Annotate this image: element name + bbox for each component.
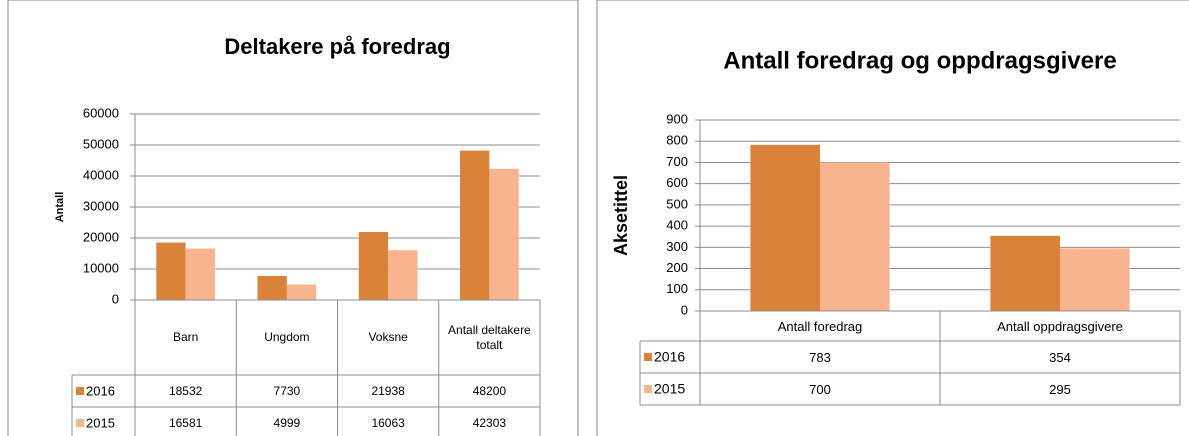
table-value-box: 700	[809, 381, 831, 397]
table-value-box: 48200	[472, 383, 507, 398]
category-label-box: Antall oppdragsgivere	[997, 318, 1123, 334]
y-tick-label: 100	[666, 281, 688, 296]
bar	[750, 144, 820, 311]
category-label: Antall foredrag	[777, 318, 863, 334]
table-value-box: 42303	[472, 415, 507, 430]
table-value: 354	[1049, 349, 1071, 365]
bar	[185, 248, 215, 300]
y-tick-label: 300	[666, 239, 688, 254]
table-value-box: 21938	[371, 383, 405, 398]
y-tick-label: 600	[666, 175, 688, 190]
category-label: Voksne	[368, 330, 408, 344]
chart-frame	[596, 0, 1189, 436]
bar	[388, 250, 418, 300]
y-tick-label: 30000	[83, 198, 119, 213]
y-axis-label: Antall	[54, 192, 66, 223]
table-value-box: 18532	[168, 383, 203, 398]
bar	[257, 276, 287, 300]
table-value: 700	[809, 381, 831, 397]
y-tick-label: 500	[666, 196, 688, 211]
category-label-box: Antall deltakere totalt	[448, 322, 531, 352]
table-value-box: 4999	[273, 415, 301, 430]
y-tick-label: 40000	[83, 167, 119, 182]
category-label: Antall oppdragsgivere	[997, 318, 1123, 334]
y-tick-label: 400	[666, 218, 688, 233]
table-value-box: 354	[1049, 349, 1071, 365]
table-value: 295	[1049, 381, 1071, 397]
bar	[460, 150, 490, 300]
category-label: Barn	[172, 330, 199, 344]
legend-label: 2015	[86, 415, 115, 430]
legend-key	[76, 419, 84, 427]
table-value: 48200	[472, 383, 507, 398]
y-tick-label: 50000	[83, 136, 119, 151]
table-value: 16581	[168, 415, 203, 430]
legend-label: 2015	[654, 381, 685, 397]
bar	[990, 235, 1060, 311]
legend-key	[644, 385, 652, 393]
chart-title: Deltakere på foredrag	[224, 34, 450, 59]
bar	[1060, 248, 1130, 311]
bar	[820, 162, 890, 311]
bar	[156, 242, 186, 300]
y-tick-label: 200	[666, 260, 688, 275]
category-label-box: Voksne	[368, 330, 408, 344]
table-value-box: 7730	[273, 383, 301, 398]
y-tick-label: 0	[112, 291, 119, 306]
category-label-box: Barn	[172, 330, 199, 344]
chart-title: Antall foredrag og oppdragsgivere	[723, 47, 1116, 74]
y-tick-label: 60000	[83, 105, 119, 120]
table-value: 42303	[472, 415, 507, 430]
y-axis-label: Aksetittel	[611, 175, 631, 256]
table-value: 7730	[273, 383, 301, 398]
table-value-box: 16581	[168, 415, 203, 430]
y-tick-label: 800	[666, 133, 688, 148]
legend-key	[76, 387, 84, 395]
legend-label: 2016	[86, 383, 115, 398]
legend-key	[644, 353, 652, 361]
y-tick-label: 700	[666, 154, 688, 169]
table-value-box: 16063	[371, 415, 405, 430]
category-label-box: Antall foredrag	[777, 318, 863, 334]
y-tick-label: 10000	[83, 260, 119, 275]
table-value: 18532	[168, 383, 203, 398]
legend-label: 2016	[654, 349, 685, 365]
bar	[358, 231, 389, 300]
y-tick-label: 900	[666, 111, 688, 126]
category-label: Antall deltakere totalt	[448, 322, 531, 352]
table-value-box: 783	[809, 349, 831, 365]
table-value: 21938	[371, 383, 405, 398]
category-label-box: Ungdom	[264, 330, 310, 344]
table-value-box: 295	[1049, 381, 1071, 397]
table-value: 16063	[371, 415, 405, 430]
y-tick-label: 0	[681, 302, 688, 317]
category-label: Ungdom	[264, 330, 310, 344]
y-tick-label: 20000	[83, 229, 119, 244]
table-value: 4999	[273, 415, 301, 430]
table-value: 783	[809, 349, 831, 365]
bar	[286, 284, 317, 300]
bar	[489, 168, 519, 300]
